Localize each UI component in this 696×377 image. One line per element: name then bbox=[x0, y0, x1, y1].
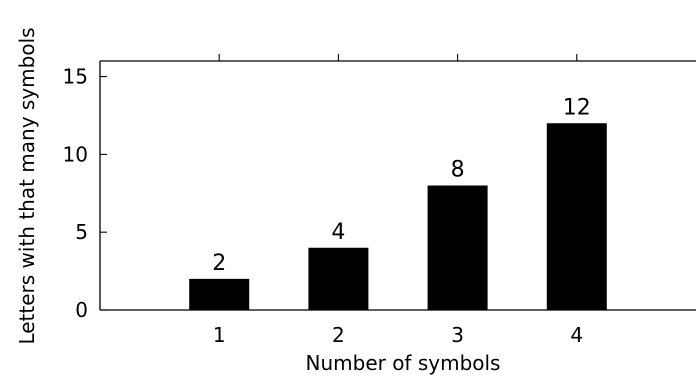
y-tick-label-5: 5 bbox=[75, 220, 88, 244]
x-tick-labels: 1 2 3 4 bbox=[213, 323, 583, 347]
x-tick-label-1: 1 bbox=[213, 323, 226, 347]
y-tick-labels: 0 5 10 15 bbox=[63, 65, 88, 322]
y-tick-label-10: 10 bbox=[63, 142, 88, 166]
data-labels: 2 4 8 12 bbox=[212, 95, 591, 276]
x-axis-title: Number of symbols bbox=[306, 351, 501, 375]
x-tick-label-4: 4 bbox=[570, 323, 583, 347]
x-tick-label-3: 3 bbox=[451, 323, 464, 347]
bar-3 bbox=[427, 185, 488, 310]
data-label-2: 4 bbox=[331, 220, 345, 245]
y-axis-title: Letters with that many symbols bbox=[15, 27, 39, 344]
bar-4 bbox=[546, 123, 607, 310]
bars bbox=[189, 123, 607, 310]
y-tick-label-0: 0 bbox=[75, 298, 88, 322]
data-label-4: 12 bbox=[563, 95, 591, 120]
x-tick-label-2: 2 bbox=[332, 323, 345, 347]
bar-1 bbox=[189, 278, 250, 310]
y-tick-label-15: 15 bbox=[63, 65, 88, 89]
bar-2 bbox=[308, 247, 369, 310]
data-label-3: 8 bbox=[451, 158, 465, 183]
data-label-1: 2 bbox=[212, 251, 226, 276]
